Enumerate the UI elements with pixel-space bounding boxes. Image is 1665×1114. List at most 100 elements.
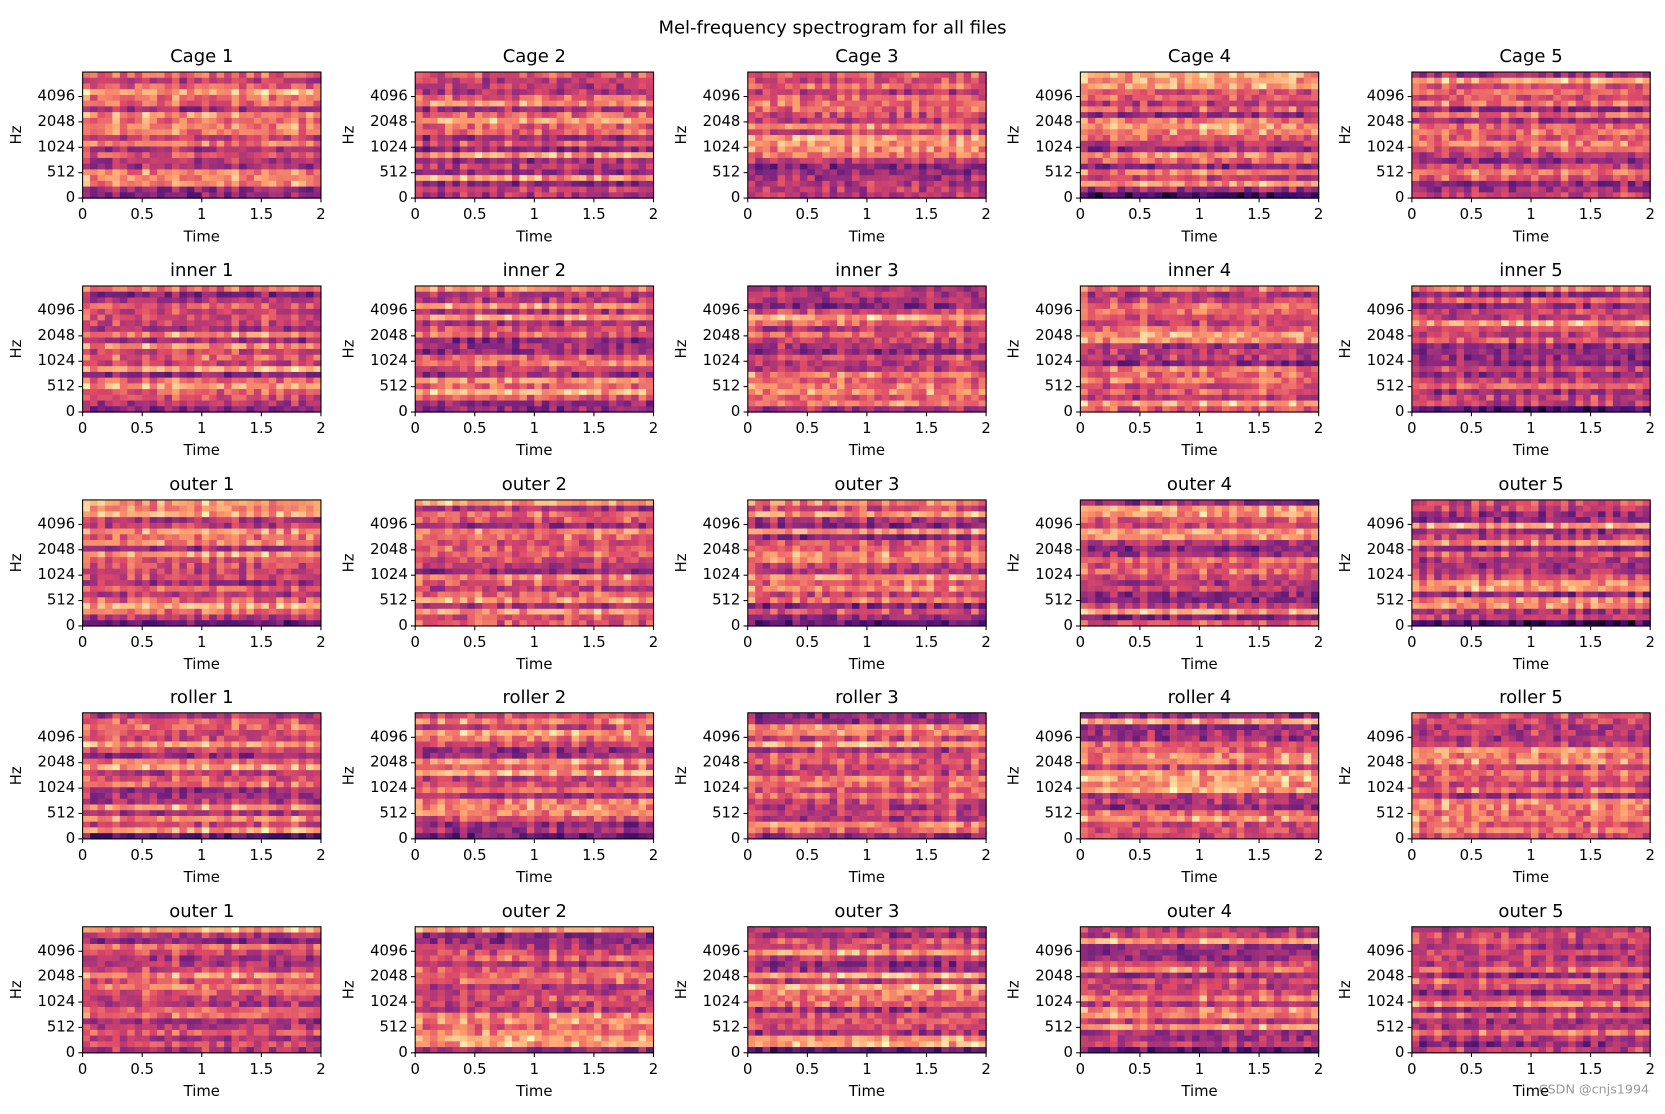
spectrogram-cell [1095,135,1103,141]
spectrogram-cell [165,141,173,147]
spectrogram-cell [1516,164,1524,170]
spectrogram-cell [1259,181,1267,187]
spectrogram-cell [261,395,269,401]
spectrogram-cell [1538,118,1546,124]
spectrogram-cell [1546,147,1554,153]
spectrogram-cell [112,401,120,407]
x-tick-label: 0.5 [1128,206,1152,223]
spectrogram-cell [194,326,202,332]
spectrogram-cell [482,181,490,187]
spectrogram-cell [142,372,150,378]
spectrogram-cell [475,303,483,309]
spectrogram-cell [527,181,535,187]
spectrogram-cell [232,89,240,95]
spectrogram-cell [1185,101,1193,107]
spectrogram-cell [1110,106,1118,112]
spectrogram-cell [579,320,587,326]
spectrogram-cell [202,338,210,344]
spectrogram-cell [306,401,314,407]
spectrogram-cell [291,320,299,326]
spectrogram-cell [127,309,135,315]
spectrogram-cell [1222,101,1230,107]
spectrogram-cell [646,158,654,164]
spectrogram-cell [239,297,247,303]
spectrogram-cell [1427,141,1435,147]
spectrogram-cell [572,389,580,395]
spectrogram-cell [956,152,964,158]
spectrogram-cell [572,112,580,118]
spectrogram-cell [475,389,483,395]
spectrogram-cell [438,401,446,407]
spectrogram-cell [232,297,240,303]
spectrogram-cell [1080,141,1088,147]
spectrogram-cell [1628,135,1636,141]
spectrogram-cell [157,181,165,187]
spectrogram-cell [239,378,247,384]
spectrogram-cell [979,118,987,124]
spectrogram-cell [852,158,860,164]
spectrogram-cell [239,147,247,153]
spectrogram-cell [1546,89,1554,95]
y-tick-label: 4096 [1367,88,1405,105]
spectrogram-cell [105,292,113,298]
spectrogram-cell [1237,175,1245,181]
subplot-title: Cage 1 [170,46,233,67]
spectrogram-cell [1553,112,1561,118]
spectrogram-cell [90,124,98,130]
spectrogram-cell [542,389,550,395]
spectrogram-cell [497,78,505,84]
spectrogram-cell [445,158,453,164]
spectrogram-cell [646,118,654,124]
spectrogram-cell [497,169,505,175]
spectrogram-cell [845,78,853,84]
spectrogram-cell [120,292,128,298]
spectrogram-cell [269,343,277,349]
spectrogram-cell [792,135,800,141]
spectrogram-cell [867,181,875,187]
spectrogram-cell [1252,141,1260,147]
spectrogram-cell [415,152,423,158]
spectrogram-cell [430,106,438,112]
spectrogram-cell [1635,112,1643,118]
spectrogram-cell [497,378,505,384]
spectrogram-cell [1442,95,1450,101]
spectrogram-cell [452,112,460,118]
spectrogram-cell [534,152,542,158]
spectrogram-cell [594,187,602,193]
spectrogram-cell [194,372,202,378]
spectrogram-cell [616,175,624,181]
spectrogram-cell [112,297,120,303]
spectrogram-cell [284,360,292,366]
spectrogram-cell [445,175,453,181]
spectrogram-cell [1479,164,1487,170]
spectrogram-cell [179,315,187,321]
spectrogram-cell [912,175,920,181]
spectrogram-cell [1192,141,1200,147]
spectrogram-cell [1185,83,1193,89]
x-tick-label: 1.5 [1579,206,1603,223]
spectrogram-cell [105,366,113,372]
spectrogram-cell [172,72,180,78]
spectrogram-cell [150,366,158,372]
spectrogram-cell [142,187,150,193]
spectrogram-cell [194,89,202,95]
spectrogram-cell [1464,181,1472,187]
spectrogram-cell [497,112,505,118]
spectrogram-cell [438,175,446,181]
spectrogram-cell [1531,118,1539,124]
spectrogram-cell [1635,72,1643,78]
spectrogram-cell [475,164,483,170]
spectrogram-cell [815,72,823,78]
spectrogram-cell [172,95,180,101]
spectrogram-cell [874,141,882,147]
spectrogram-cell [187,152,195,158]
spectrogram-cell [135,152,143,158]
spectrogram-cell [624,169,632,175]
spectrogram-cell [1274,129,1282,135]
spectrogram-cell [1229,152,1237,158]
spectrogram-cell [1289,175,1297,181]
spectrogram-cell [135,135,143,141]
spectrogram-cell [616,315,624,321]
spectrogram-cell [430,78,438,84]
spectrogram-cell [542,83,550,89]
